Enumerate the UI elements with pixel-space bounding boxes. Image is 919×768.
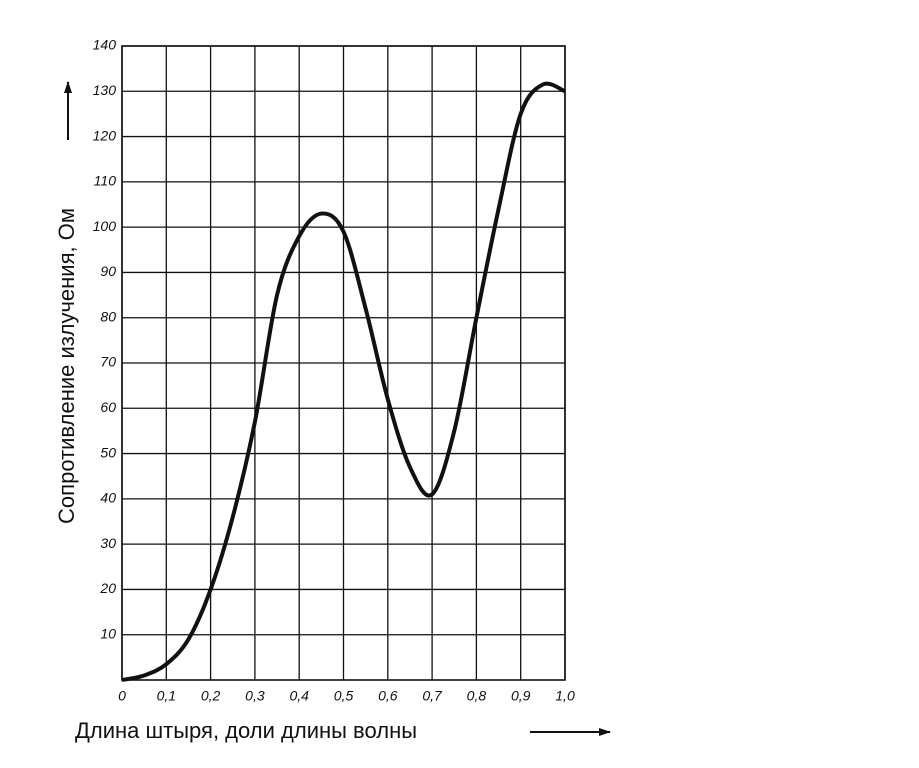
x-tick-label: 0,5: [334, 688, 354, 704]
y-tick-label: 40: [100, 490, 116, 506]
x-tick-label: 1,0: [555, 688, 575, 704]
y-tick-label: 10: [100, 625, 116, 641]
x-tick-label: 0,2: [201, 688, 221, 704]
x-tick-label: 0,1: [157, 688, 176, 704]
y-tick-label: 110: [94, 173, 117, 189]
y-tick-label: 100: [93, 218, 117, 234]
data-line: [121, 81, 566, 682]
x-tick-label: 0: [118, 688, 126, 704]
y-tick-label: 70: [100, 354, 116, 370]
y-tick-label: 80: [100, 308, 116, 324]
y-tick-label: 140: [93, 37, 117, 53]
x-tick-label: 0,3: [245, 688, 265, 704]
y-tick-label: 60: [100, 399, 116, 415]
x-tick-label: 0,8: [467, 688, 487, 704]
y-tick-label: 90: [100, 263, 116, 279]
y-tick-label: 20: [99, 580, 116, 596]
y-tick-label: 50: [100, 444, 116, 460]
y-axis-title: Сопротивление излучения, Ом: [54, 208, 79, 524]
x-tick-label: 0,4: [289, 688, 309, 704]
x-tick-label: 0,9: [511, 688, 531, 704]
y-tick-label: 30: [100, 535, 116, 551]
y-tick-label: 120: [93, 127, 117, 143]
y-tick-label: 130: [93, 82, 117, 98]
x-tick-label: 0,6: [378, 688, 398, 704]
x-tick-label: 0,7: [422, 688, 443, 704]
x-axis-title: Длина штыря, доли длины волны: [75, 718, 417, 743]
